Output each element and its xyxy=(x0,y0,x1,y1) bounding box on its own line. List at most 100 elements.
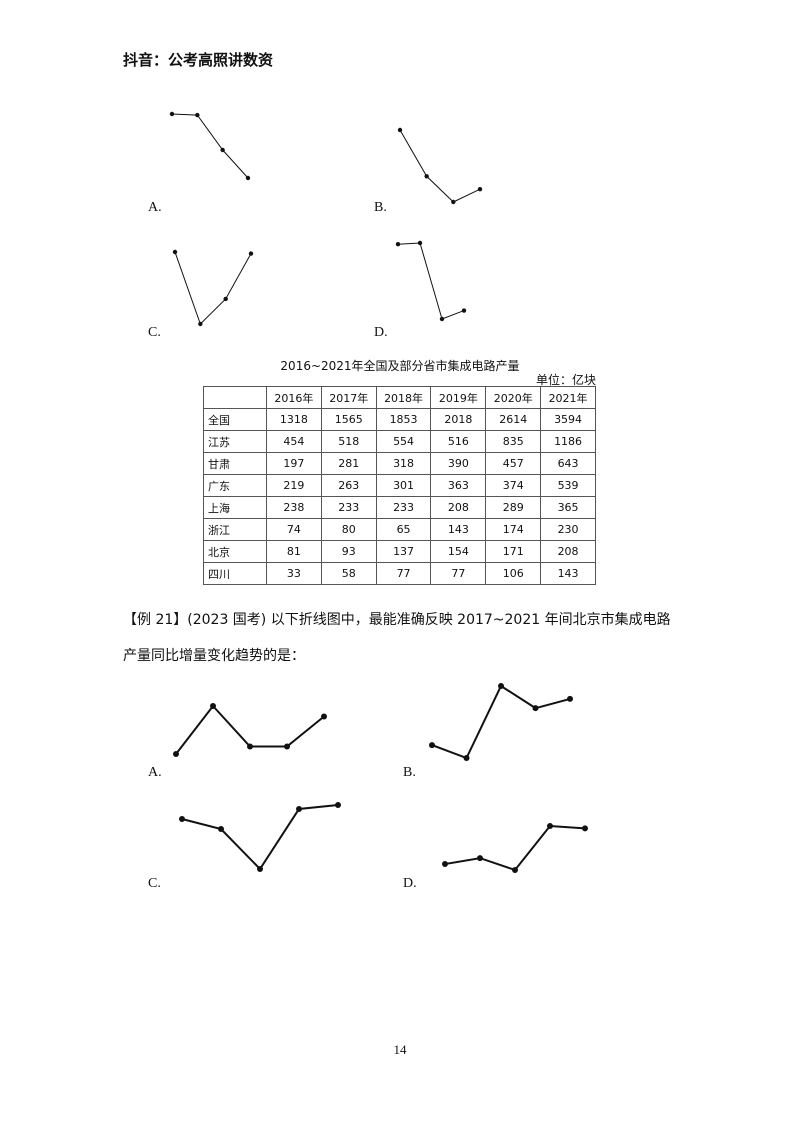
data-point xyxy=(532,705,539,712)
data-point xyxy=(512,867,518,873)
table-cell: 174 xyxy=(485,518,542,541)
data-point xyxy=(321,713,327,720)
table-row-label: 北京 xyxy=(203,540,267,563)
table-row: 甘肃 197 281 318 390 457 643 xyxy=(203,452,596,475)
top-option-c-chart xyxy=(172,249,254,327)
data-point xyxy=(247,743,253,750)
table-cell: 33 xyxy=(266,562,322,585)
table-title: 2016~2021年全国及部分省市集成电路产量 xyxy=(280,359,520,373)
table-row: 北京 81 93 137 154 171 208 xyxy=(203,540,596,563)
trend-line xyxy=(397,242,465,320)
table-cell: 143 xyxy=(430,518,487,541)
data-point xyxy=(424,174,429,179)
bottom-option-b-label: B. xyxy=(403,765,416,780)
table-cell: 77 xyxy=(430,562,487,585)
bottom-option-c-chart xyxy=(179,802,341,872)
data-point xyxy=(257,866,263,872)
data-point xyxy=(477,186,483,192)
production-table: 2016年 2017年 2018年 2019年 2020年 2021年 全国 13… xyxy=(203,386,596,585)
table-row: 江苏 454 518 554 516 835 1186 xyxy=(203,430,596,453)
table-cell: 363 xyxy=(430,474,487,497)
table-row: 上海 238 233 233 208 289 365 xyxy=(203,496,596,519)
table-cell: 81 xyxy=(266,540,322,563)
data-point xyxy=(429,742,435,749)
data-point xyxy=(397,127,403,133)
bottom-option-b-chart xyxy=(429,683,573,761)
table-row-label: 广东 xyxy=(203,474,267,497)
bottom-option-d-label: D. xyxy=(403,876,417,891)
table-cell: 1318 xyxy=(266,408,322,431)
data-point xyxy=(220,147,225,153)
table-cell: 219 xyxy=(266,474,322,497)
trend-line xyxy=(399,129,481,203)
top-option-c-label: C. xyxy=(148,325,161,340)
table-cell: 1853 xyxy=(375,408,432,431)
table-cell: 171 xyxy=(485,540,542,563)
table-cell: 281 xyxy=(320,452,377,475)
question-text: 【例 21】(2023 国考) 以下折线图中，最能准确反映 2017~2021 … xyxy=(123,612,671,664)
table-cell: 2614 xyxy=(485,408,542,431)
data-point xyxy=(245,175,251,181)
table-cell: 143 xyxy=(540,562,596,585)
data-point xyxy=(198,321,203,327)
table-cell: 154 xyxy=(430,540,487,563)
bottom-option-a-chart xyxy=(173,703,327,757)
table-cell: 454 xyxy=(266,430,322,453)
table-cell: 516 xyxy=(430,430,487,453)
table-cell: 518 xyxy=(320,430,377,453)
table-cell: 1565 xyxy=(320,408,377,431)
table-cell: 74 xyxy=(266,518,322,541)
table-header-cell: 2020年 xyxy=(485,386,542,409)
data-point xyxy=(547,823,553,829)
table-cell: 390 xyxy=(430,452,487,475)
table-row-label: 江苏 xyxy=(203,430,267,453)
table-cell: 230 xyxy=(540,518,596,541)
table-cell: 197 xyxy=(266,452,322,475)
table-row-label: 浙江 xyxy=(203,518,267,541)
table-header-cell: 2021年 xyxy=(540,386,596,409)
table-header-cell xyxy=(203,386,267,409)
table-cell: 289 xyxy=(485,496,542,519)
data-point xyxy=(442,861,448,868)
table-cell: 301 xyxy=(375,474,432,497)
table-cell: 77 xyxy=(375,562,432,585)
page-number: 14 xyxy=(393,1042,407,1057)
table-row: 四川 33 58 77 77 106 143 xyxy=(203,562,596,585)
table-cell: 539 xyxy=(540,474,596,497)
table-header-cell: 2017年 xyxy=(320,386,377,409)
table-row-label: 全国 xyxy=(203,408,267,431)
bottom-option-d-chart xyxy=(442,823,588,873)
data-point xyxy=(223,296,228,302)
table-cell: 93 xyxy=(320,540,377,563)
top-option-d-label: D. xyxy=(374,325,388,340)
table-cell: 106 xyxy=(485,562,542,585)
table-cell: 233 xyxy=(375,496,432,519)
data-point xyxy=(169,111,175,117)
table-row: 浙江 74 80 65 143 174 230 xyxy=(203,518,596,541)
data-point xyxy=(173,751,179,757)
table-cell: 1186 xyxy=(540,430,596,453)
bottom-option-a-label: A. xyxy=(148,765,162,780)
table-cell: 208 xyxy=(540,540,596,563)
trend-line xyxy=(431,684,571,760)
data-point xyxy=(296,806,302,812)
top-option-d-chart xyxy=(395,240,467,322)
trend-line xyxy=(444,824,586,872)
table-row: 全国 1318 1565 1853 2018 2614 3594 xyxy=(203,408,596,431)
data-point xyxy=(284,743,290,750)
table-unit: 单位：亿块 xyxy=(536,373,597,387)
page-header: 抖音：公考高照讲数资 xyxy=(123,51,274,69)
table-row: 广东 219 263 301 363 374 539 xyxy=(203,474,596,497)
table-cell: 3594 xyxy=(540,408,596,431)
table-header-row: 2016年 2017年 2018年 2019年 2020年 2021年 xyxy=(203,386,596,409)
table-row-label: 上海 xyxy=(203,496,267,519)
table-cell: 554 xyxy=(375,430,432,453)
data-point xyxy=(463,755,470,761)
table-cell: 65 xyxy=(375,518,432,541)
data-point xyxy=(195,112,200,118)
top-option-a-chart xyxy=(169,111,251,181)
data-point xyxy=(218,826,224,832)
trend-line xyxy=(174,251,252,325)
table-cell: 374 xyxy=(485,474,542,497)
top-option-b-chart xyxy=(397,127,483,205)
